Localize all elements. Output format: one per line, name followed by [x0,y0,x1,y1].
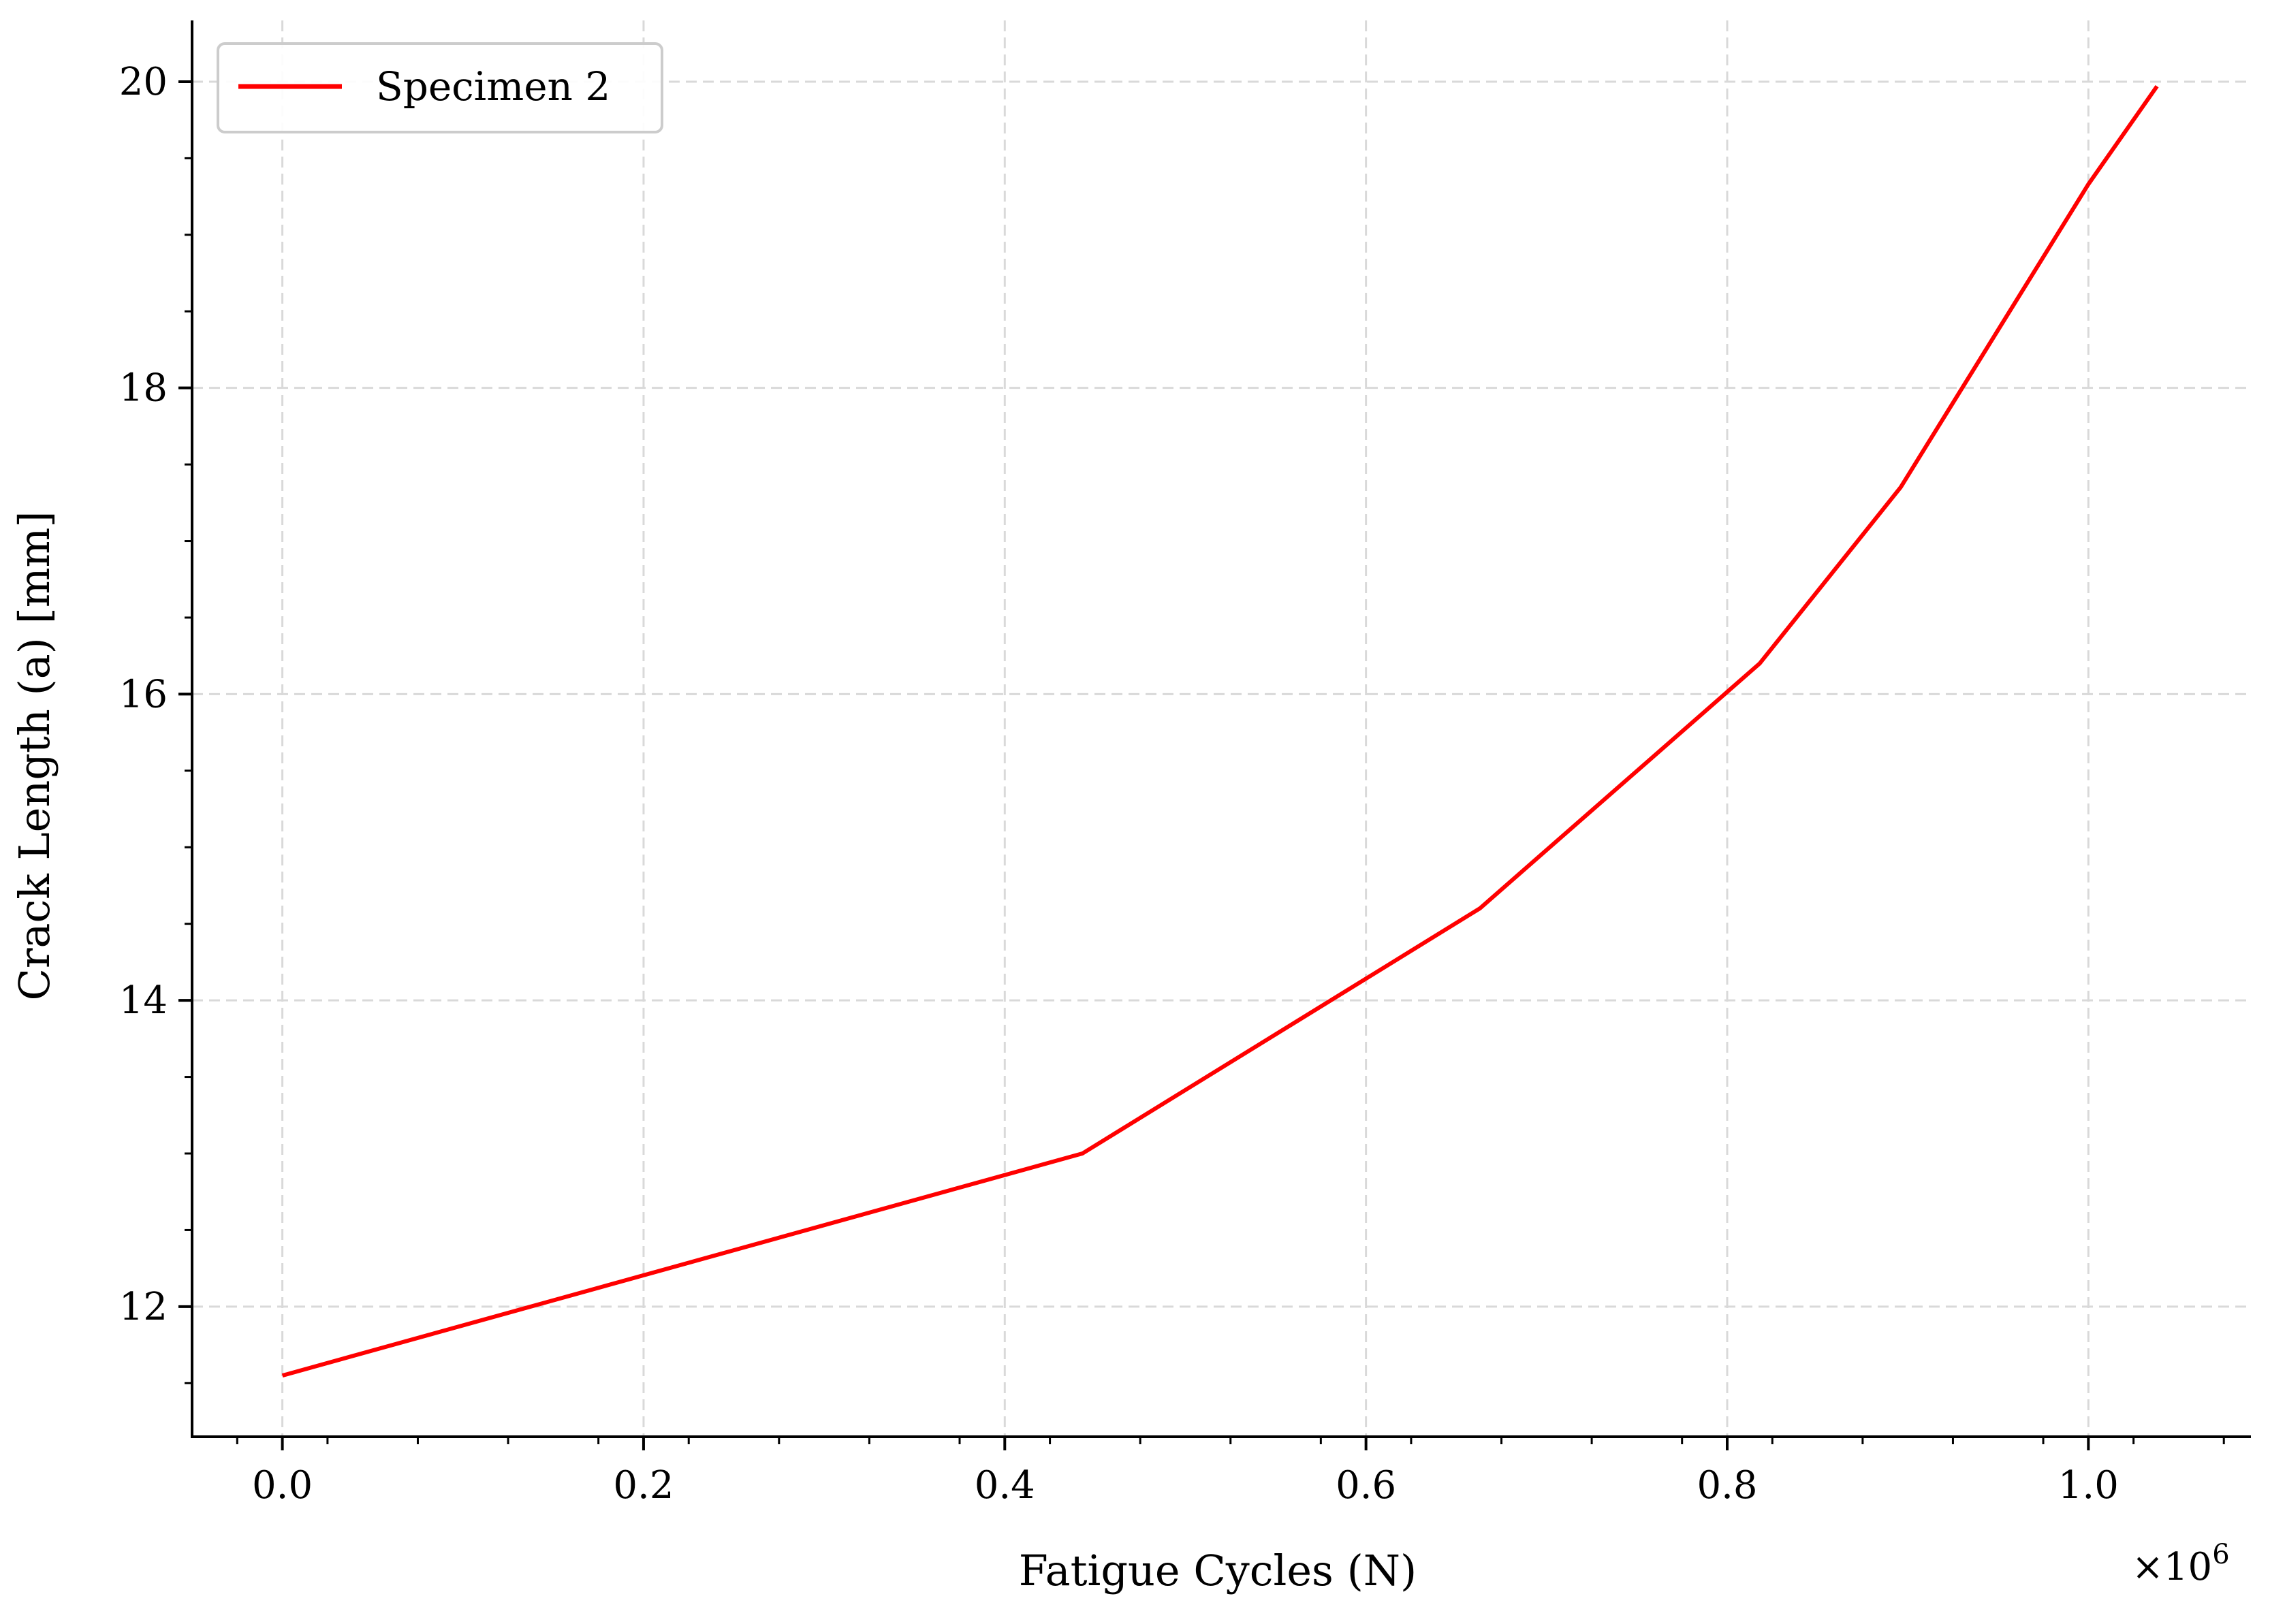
legend-label-specimen-2: Specimen 2 [376,63,610,110]
tick-marks-and-labels: 0.0 0.2 0.4 0.6 0.8 1.0 12 14 16 18 20 [119,60,2225,1508]
x-axis-exponent-base: ×10 [2132,1545,2212,1589]
x-tick-label: 0.6 [1336,1463,1396,1508]
y-tick-label: 14 [119,978,168,1023]
series-line-specimen-2 [281,84,2159,1378]
y-axis-title: Crack Length (a) [mm] [10,511,59,1000]
y-tick-label: 12 [119,1285,168,1329]
x-axis-exponent-power: 6 [2212,1539,2229,1570]
y-tick-label: 20 [119,60,168,104]
x-tick-label: 1.0 [2058,1463,2119,1508]
y-tick-label: 18 [119,366,168,411]
legend-box [217,42,663,133]
x-tick-label: 0.8 [1697,1463,1757,1508]
x-axis-exponent-label: ×106 [2132,1539,2230,1589]
grid-lines [192,20,2251,1437]
x-tick-label: 0.4 [975,1463,1035,1508]
axes [191,20,2251,1438]
legend: Specimen 2 [217,42,663,133]
x-axis-title: Fatigue Cycles (N) [1019,1546,1417,1595]
series-lines [281,84,2159,1378]
y-tick-label: 16 [119,672,168,716]
x-tick-label: 0.0 [252,1463,313,1508]
x-tick-label: 0.2 [613,1463,674,1508]
